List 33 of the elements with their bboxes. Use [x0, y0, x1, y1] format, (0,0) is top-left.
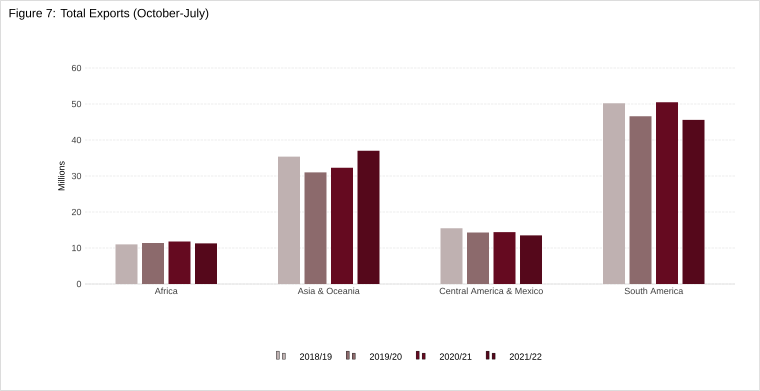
bar [142, 242, 164, 284]
bar [494, 232, 516, 284]
bar [168, 242, 190, 284]
bar [195, 243, 218, 284]
legend-label: 2021/22 [510, 353, 542, 360]
y-tick-label: 60 [72, 64, 82, 72]
legend-label: 2019/20 [370, 353, 402, 360]
y-tick-label: 30 [72, 172, 82, 180]
y-tick-label: 0 [76, 280, 82, 288]
x-tick-label: Asia & Oceania [298, 288, 360, 294]
x-tick-label: Africa [154, 288, 178, 294]
bar [630, 116, 652, 284]
legend-label: 2018/19 [300, 353, 332, 360]
bar [603, 103, 626, 284]
bar [116, 244, 138, 284]
bar [467, 232, 490, 284]
bar [358, 150, 380, 284]
y-axis-title: Millions [58, 161, 65, 190]
bar [278, 156, 300, 284]
legend-label: 2020/21 [440, 353, 472, 360]
bar [682, 120, 705, 284]
bar [331, 168, 354, 284]
y-tick-label: 50 [72, 100, 82, 108]
bar [304, 172, 326, 284]
bar [520, 235, 542, 284]
bar [440, 228, 463, 284]
chart-title: Figure 7: Total Exports (October-July) [10, 8, 208, 20]
x-tick-label: South America [624, 288, 684, 294]
y-tick-label: 20 [72, 208, 82, 216]
x-tick-label: Central America & Mexico [440, 288, 543, 294]
y-tick-label: 10 [72, 244, 82, 252]
bar [656, 102, 678, 284]
y-tick-label: 40 [72, 136, 82, 144]
